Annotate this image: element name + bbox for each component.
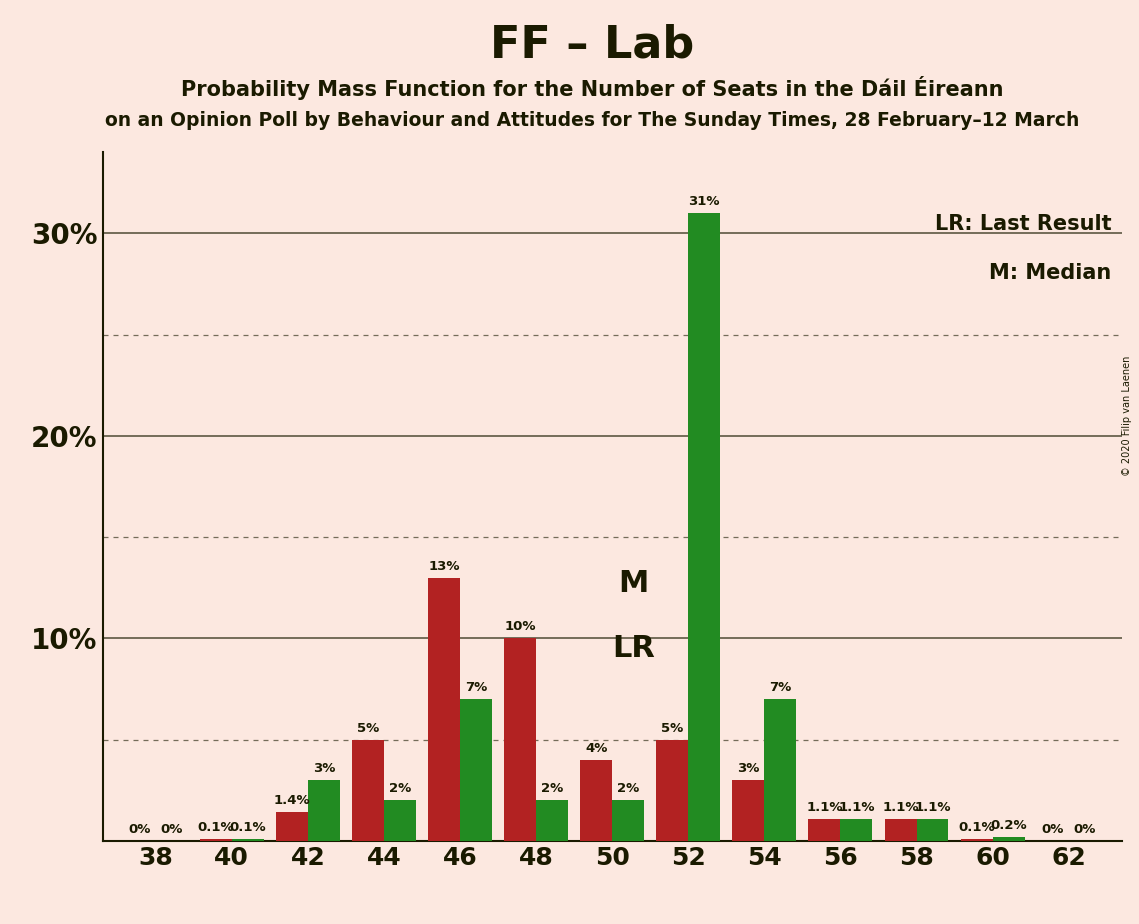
- Text: 0%: 0%: [129, 822, 151, 836]
- Bar: [764, 699, 796, 841]
- Bar: [580, 760, 613, 841]
- Text: 0.2%: 0.2%: [990, 819, 1027, 832]
- Bar: [460, 699, 492, 841]
- Bar: [276, 812, 308, 841]
- Bar: [428, 578, 460, 841]
- Bar: [992, 837, 1025, 841]
- Text: LR: LR: [612, 634, 655, 663]
- Text: 0%: 0%: [1073, 822, 1096, 836]
- Text: on an Opinion Poll by Behaviour and Attitudes for The Sunday Times, 28 February–: on an Opinion Poll by Behaviour and Atti…: [105, 111, 1080, 130]
- Bar: [199, 839, 232, 841]
- Text: 7%: 7%: [769, 681, 792, 694]
- Bar: [308, 780, 339, 841]
- Bar: [688, 213, 720, 841]
- Text: Probability Mass Function for the Number of Seats in the Dáil Éireann: Probability Mass Function for the Number…: [181, 76, 1003, 100]
- Bar: [384, 800, 416, 841]
- Text: 2%: 2%: [541, 783, 564, 796]
- Text: LR: Last Result: LR: Last Result: [935, 214, 1112, 235]
- Bar: [960, 839, 992, 841]
- Bar: [656, 739, 688, 841]
- Bar: [885, 819, 917, 841]
- Text: 2%: 2%: [617, 783, 639, 796]
- Bar: [732, 780, 764, 841]
- Text: 5%: 5%: [661, 722, 683, 735]
- Text: 3%: 3%: [737, 762, 760, 775]
- Text: 4%: 4%: [585, 742, 607, 755]
- Text: FF – Lab: FF – Lab: [490, 23, 695, 67]
- Text: 31%: 31%: [688, 195, 720, 208]
- Text: 0.1%: 0.1%: [958, 821, 995, 833]
- Text: 5%: 5%: [357, 722, 379, 735]
- Text: 1.1%: 1.1%: [883, 800, 919, 813]
- Text: M: M: [618, 569, 649, 598]
- Text: 13%: 13%: [428, 560, 460, 573]
- Text: M: Median: M: Median: [990, 262, 1112, 283]
- Text: 1.1%: 1.1%: [838, 800, 875, 813]
- Bar: [536, 800, 568, 841]
- Text: 7%: 7%: [465, 681, 487, 694]
- Text: 3%: 3%: [313, 762, 335, 775]
- Bar: [232, 839, 264, 841]
- Text: 10%: 10%: [505, 620, 536, 633]
- Text: 0%: 0%: [161, 822, 183, 836]
- Text: 0%: 0%: [1041, 822, 1064, 836]
- Bar: [613, 800, 645, 841]
- Text: 1.1%: 1.1%: [806, 800, 843, 813]
- Text: 1.4%: 1.4%: [273, 795, 310, 808]
- Bar: [917, 819, 949, 841]
- Bar: [352, 739, 384, 841]
- Text: © 2020 Filip van Laenen: © 2020 Filip van Laenen: [1122, 356, 1132, 476]
- Text: 0.1%: 0.1%: [197, 821, 235, 833]
- Text: 0.1%: 0.1%: [229, 821, 267, 833]
- Bar: [505, 638, 536, 841]
- Bar: [841, 819, 872, 841]
- Bar: [809, 819, 841, 841]
- Text: 2%: 2%: [388, 783, 411, 796]
- Text: 1.1%: 1.1%: [915, 800, 951, 813]
